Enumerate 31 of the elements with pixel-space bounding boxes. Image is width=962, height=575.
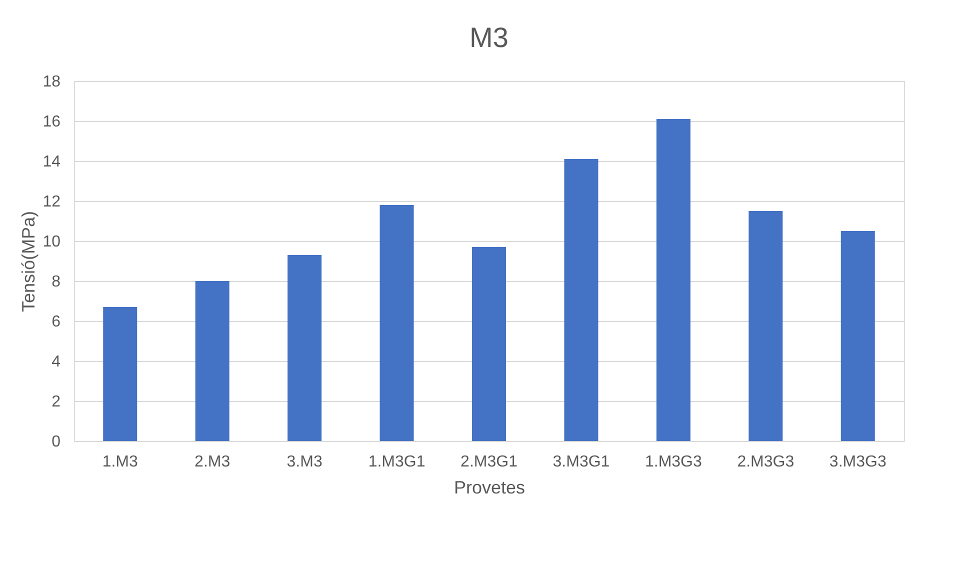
y-tick-label: 12 [42, 194, 61, 210]
x-tick-label: 2.M3 [194, 454, 230, 470]
bar [564, 159, 598, 441]
y-tick-label: 8 [52, 274, 61, 290]
y-tick-label: 2 [52, 394, 61, 410]
y-axis-title: Tensió(MPa) [18, 210, 39, 312]
x-tick-label: 1.M3G1 [368, 454, 426, 470]
bar [103, 307, 138, 441]
x-tick-label: 2.M3G1 [460, 454, 518, 470]
bar [748, 211, 783, 441]
x-axis-title: Provetes [454, 478, 526, 498]
bar [380, 205, 414, 441]
bar [840, 231, 875, 441]
y-tick-label: 16 [42, 114, 61, 130]
chart-title: M3 [470, 22, 508, 53]
y-tick-label: 6 [52, 314, 61, 330]
x-tick-label: 1.M3G3 [644, 454, 702, 470]
y-tick-label: 4 [52, 354, 61, 370]
x-tick-label: 2.M3G3 [737, 454, 794, 470]
x-tick-label: 3.M3 [286, 454, 322, 470]
x-tick-label: 3.M3G3 [829, 454, 886, 470]
y-tick-label: 14 [42, 154, 61, 170]
bar [472, 247, 506, 441]
x-tick-label: 1.M3 [102, 454, 138, 470]
bar [656, 119, 690, 441]
y-tick-label: 10 [42, 234, 61, 250]
bar [288, 255, 322, 441]
y-tick-label: 18 [42, 74, 61, 90]
x-tick-label: 3.M3G1 [552, 454, 610, 470]
y-tick-label: 0 [52, 434, 61, 450]
bar [195, 281, 230, 441]
